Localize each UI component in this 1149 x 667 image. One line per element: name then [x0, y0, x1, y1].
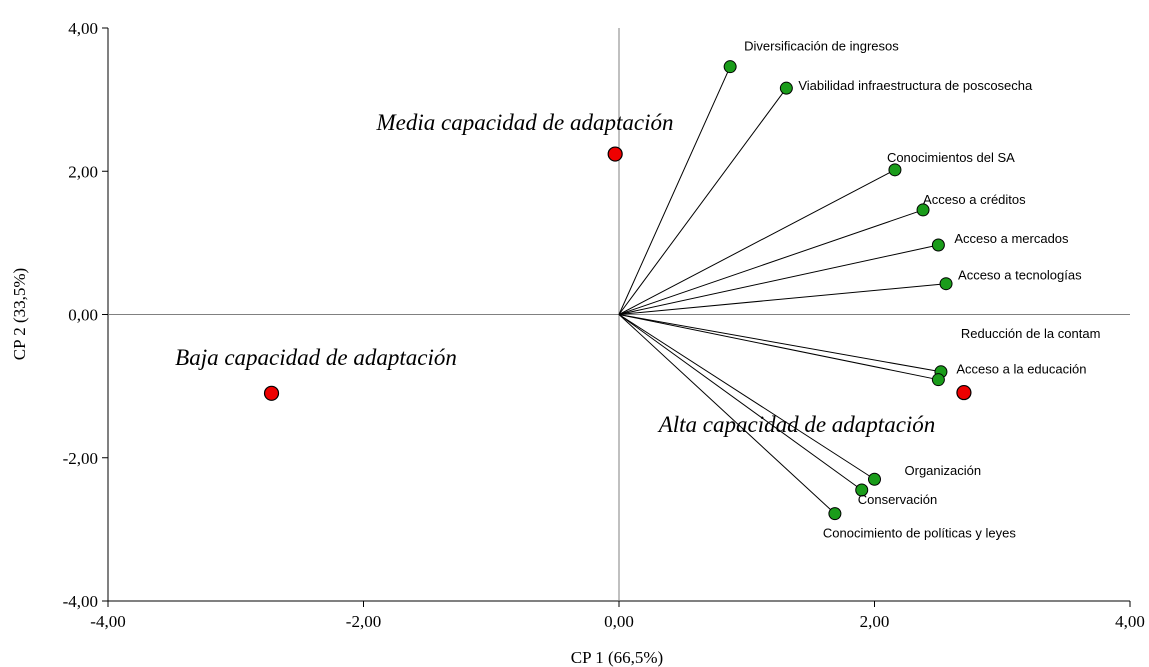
plot-axes: -4,00-4,00 -2,00 -2,00 0,00 0,00 2,00 2,00 4,00… — [63, 19, 1145, 631]
x-tick-label: 0,00 — [604, 612, 634, 631]
variable-label: Diversificación de ingresos — [744, 39, 899, 54]
variable-labels: Diversificación de ingresos Viabilidad in… — [744, 39, 1100, 541]
variable-points — [723, 60, 953, 521]
variable-point — [931, 373, 945, 387]
variable-label: Conocimientos del SA — [887, 150, 1015, 165]
variable-label: Acceso a mercados — [954, 231, 1069, 246]
group-point — [263, 385, 280, 401]
variable-label: Organización — [905, 463, 982, 478]
loading-vector — [618, 283, 947, 315]
variable-point — [855, 483, 869, 497]
loading-vector — [618, 87, 787, 315]
x-tick-label: -4,00 — [90, 612, 125, 631]
loading-vector — [618, 66, 731, 315]
variable-label: Acceso a tecnologías — [958, 268, 1082, 283]
y-tick-label: 4,00 — [68, 19, 98, 38]
x-tick-label: -2,00 — [346, 612, 381, 631]
group-point — [956, 384, 972, 401]
variable-label: Reducción de la contam — [961, 326, 1100, 341]
group-labels: Media capacidad de adaptación Baja capaci… — [175, 110, 935, 437]
loading-vector — [618, 314, 942, 373]
group-label: Alta capacidad de adaptación — [657, 412, 936, 437]
y-tick-label: 2,00 — [68, 162, 98, 181]
variable-point — [888, 163, 902, 177]
loading-vector — [618, 314, 836, 514]
group-label: Baja capacidad de adaptación — [175, 345, 457, 370]
group-label: Media capacidad de adaptación — [375, 110, 673, 135]
loading-vector — [618, 244, 939, 315]
variable-point — [723, 60, 737, 74]
loading-vector — [618, 314, 939, 381]
x-tick-label: 2,00 — [860, 612, 890, 631]
loading-vector — [618, 209, 924, 315]
variable-point — [779, 81, 793, 95]
variable-label: Acceso a créditos — [923, 192, 1026, 207]
y-axis-title: CP 2 (33,5%) — [10, 268, 29, 360]
y-tick-label: -2,00 — [63, 449, 98, 468]
group-point — [607, 146, 623, 162]
loading-vector — [618, 169, 896, 315]
x-tick-label: 4,00 — [1115, 612, 1145, 631]
variable-point — [939, 277, 953, 291]
variable-label: Conocimiento de políticas y leyes — [823, 526, 1016, 541]
variable-label: Viabilidad infraestructura de poscosecha — [798, 78, 1033, 93]
variable-point — [916, 203, 930, 217]
variable-label: Conservación — [858, 492, 938, 507]
variable-point — [868, 472, 881, 486]
x-axis-title: CP 1 (66,5%) — [571, 648, 663, 667]
group-points — [263, 146, 972, 401]
variable-point — [828, 507, 842, 521]
loading-vectors — [618, 66, 947, 514]
variable-label: Acceso a la educación — [956, 362, 1086, 377]
variable-point — [931, 238, 945, 252]
y-tick-label: -4,00 — [63, 592, 98, 611]
loading-vector — [618, 314, 875, 480]
y-tick-label: 0,00 — [68, 306, 98, 325]
loading-vector — [618, 314, 863, 491]
